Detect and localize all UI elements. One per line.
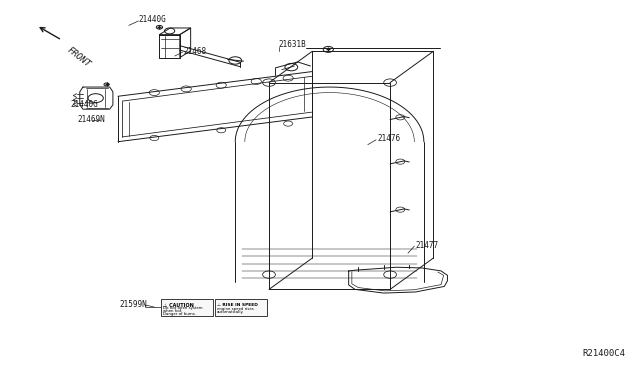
Text: 21469N: 21469N [78, 115, 106, 124]
Text: 21440G: 21440G [70, 100, 98, 109]
Text: Danger of burns.: Danger of burns. [163, 311, 196, 315]
Text: Do not open system: Do not open system [163, 307, 202, 310]
FancyBboxPatch shape [215, 299, 267, 316]
Text: 21468: 21468 [183, 47, 206, 56]
FancyBboxPatch shape [161, 299, 213, 316]
Text: ⚠ CAUTION: ⚠ CAUTION [163, 304, 193, 308]
Text: ⚠ RISE IN SPEED: ⚠ RISE IN SPEED [217, 304, 258, 307]
Text: automatically.: automatically. [217, 310, 244, 314]
Text: FRONT: FRONT [65, 46, 92, 69]
Text: 21440G: 21440G [138, 15, 166, 23]
Text: 21631B: 21631B [278, 41, 307, 49]
Text: 21476: 21476 [378, 134, 401, 143]
Text: 21477: 21477 [415, 241, 438, 250]
Text: when hot.: when hot. [163, 309, 182, 313]
Text: engine speed rises: engine speed rises [217, 307, 253, 311]
Text: 21599N: 21599N [119, 300, 147, 310]
Text: R21400C4: R21400C4 [583, 349, 626, 358]
